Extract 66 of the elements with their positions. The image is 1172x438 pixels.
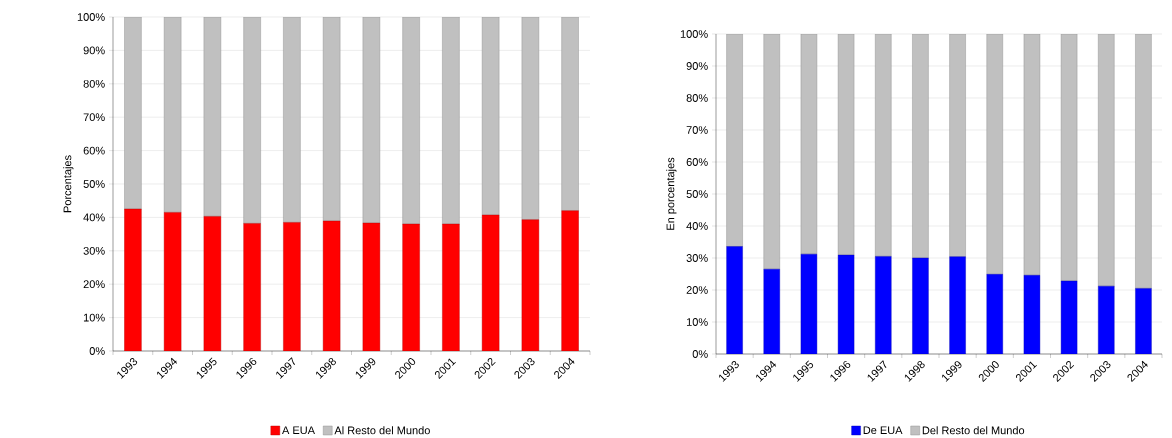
y-tick-label: 100% xyxy=(77,13,105,21)
bar xyxy=(124,208,142,351)
y-tick-label: 10% xyxy=(83,313,105,322)
y-tick-label: 40% xyxy=(686,222,708,230)
bar xyxy=(283,17,301,223)
bar xyxy=(283,222,301,351)
bar xyxy=(1023,34,1041,276)
legend-label: A EUA xyxy=(282,426,315,435)
bar xyxy=(561,17,579,211)
y-tick-label: 60% xyxy=(686,158,708,166)
y-tick-label: 10% xyxy=(686,318,708,326)
y-tick-label: 100% xyxy=(680,30,708,38)
bar xyxy=(912,257,929,354)
y-tick-label: 50% xyxy=(686,190,708,198)
bar xyxy=(1135,34,1152,289)
y-tick-label: 60% xyxy=(83,146,105,155)
bar xyxy=(800,34,818,255)
y-tick-label: 0% xyxy=(692,350,708,358)
bar xyxy=(362,17,381,224)
y-tick-label: 50% xyxy=(83,180,105,188)
bar xyxy=(837,34,855,256)
y-tick-label: 0% xyxy=(89,347,105,355)
bar xyxy=(986,34,1003,275)
y-tick-label: 30% xyxy=(83,246,105,255)
bar xyxy=(243,17,261,224)
legend-label: Al Resto del Mundo xyxy=(334,426,430,435)
bar xyxy=(1098,285,1115,354)
y-tick-label: 40% xyxy=(83,213,105,222)
bar xyxy=(912,34,929,259)
y-tick-label: 90% xyxy=(83,46,105,55)
bar xyxy=(763,34,780,270)
bar xyxy=(442,17,460,225)
y-tick-label: 70% xyxy=(83,113,105,122)
bar xyxy=(1135,288,1152,354)
bar xyxy=(203,17,222,217)
bar xyxy=(1098,34,1115,287)
y-tick-label: 20% xyxy=(83,280,105,289)
bar xyxy=(243,223,261,351)
y-tick-label: 80% xyxy=(83,79,105,88)
bar xyxy=(986,274,1003,354)
bar xyxy=(561,210,579,351)
bar xyxy=(521,17,540,220)
bar xyxy=(1060,34,1078,282)
y-tick-label: 30% xyxy=(686,254,708,262)
bar xyxy=(949,34,966,257)
bar xyxy=(124,17,142,210)
bar xyxy=(163,17,182,213)
bar xyxy=(875,256,892,354)
y-tick-label: 70% xyxy=(686,126,708,134)
y-tick-label: 20% xyxy=(686,286,708,294)
bar xyxy=(402,17,420,225)
bar xyxy=(763,269,780,354)
y-axis-title: En porcentajes xyxy=(666,157,677,230)
bar xyxy=(949,256,966,354)
y-tick-label: 90% xyxy=(686,62,708,70)
legend-label: Del Resto del Mundo xyxy=(922,426,1025,435)
bar xyxy=(322,17,341,222)
bar xyxy=(875,34,892,257)
bar xyxy=(726,246,743,354)
bar xyxy=(481,17,500,216)
y-axis-title: Porcentajes xyxy=(63,155,74,213)
legend-label: De EUA xyxy=(863,426,903,435)
y-tick-label: 80% xyxy=(686,94,708,102)
bar xyxy=(402,223,420,351)
bar xyxy=(442,223,460,351)
bar xyxy=(726,34,743,247)
